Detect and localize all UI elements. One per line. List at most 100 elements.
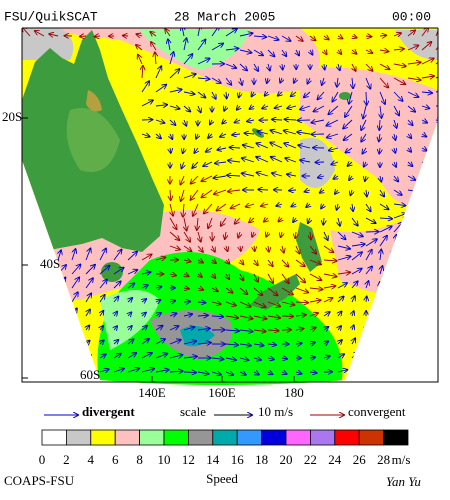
wind-arrow xyxy=(267,287,278,295)
wind-arrow xyxy=(287,174,297,176)
wind-arrow xyxy=(196,134,198,139)
wind-arrow xyxy=(198,28,200,37)
colorbar-label: 22 xyxy=(304,452,317,467)
wind-arrow xyxy=(407,62,421,64)
wind-arrow xyxy=(254,273,258,282)
wind-arrow xyxy=(407,209,418,219)
wind-arrow xyxy=(268,63,270,71)
wind-arrow xyxy=(407,78,421,80)
wind-arrow xyxy=(291,92,297,96)
wind-arrow xyxy=(183,105,190,112)
wind-arrow xyxy=(405,284,408,288)
wind-arrow xyxy=(344,133,353,140)
wind-arrow xyxy=(285,158,297,163)
wind-arrow xyxy=(85,293,91,303)
wind-arrow xyxy=(43,372,49,373)
lat-label: 60S xyxy=(80,367,100,382)
wind-arrow xyxy=(240,77,242,85)
wind-arrow xyxy=(421,188,434,190)
wind-arrow xyxy=(253,49,263,55)
wind-arrow xyxy=(191,189,199,200)
wind-arrow xyxy=(239,344,251,346)
wind-arrow xyxy=(57,324,64,331)
color-swatch xyxy=(309,429,336,446)
wind-arrow xyxy=(169,371,183,372)
wind-arrow xyxy=(225,63,236,68)
wind-arrow xyxy=(136,45,143,51)
wind-arrow xyxy=(239,372,246,375)
wind-arrow xyxy=(215,162,227,163)
wind-arrow xyxy=(252,92,255,96)
wind-arrow xyxy=(379,362,388,373)
wind-arrow xyxy=(85,248,91,261)
lat-label: 20S xyxy=(2,109,22,124)
wind-arrow xyxy=(58,250,61,261)
wind-arrow xyxy=(239,330,253,332)
wind-arrow xyxy=(352,77,353,88)
wind-arrow xyxy=(433,346,437,359)
wind-arrow xyxy=(407,360,412,373)
wind-arrow xyxy=(57,308,64,317)
wind-arrow xyxy=(393,64,406,66)
wind-arrow xyxy=(226,91,227,98)
wind-arrow xyxy=(211,44,223,51)
wind-arrow xyxy=(281,302,294,305)
wind-arrow xyxy=(197,40,206,51)
wind-arrow xyxy=(85,278,93,289)
wind-arrow xyxy=(86,310,90,317)
wind-arrow xyxy=(214,176,227,178)
wind-arrow xyxy=(305,190,311,192)
wind-arrow xyxy=(228,190,241,192)
wind-arrow xyxy=(379,35,386,36)
wind-arrow xyxy=(72,356,77,358)
wind-arrow xyxy=(281,259,289,267)
wind-arrow xyxy=(99,249,106,261)
wind-arrow xyxy=(43,341,51,344)
wind-arrow xyxy=(197,315,208,316)
wind-arrow xyxy=(309,357,315,358)
wind-arrow xyxy=(296,49,299,56)
wind-arrow xyxy=(295,287,308,293)
wind-arrow xyxy=(408,162,413,166)
wind-arrow xyxy=(183,341,196,344)
color-swatch xyxy=(261,429,287,446)
wind-arrow xyxy=(169,326,179,330)
wind-arrow xyxy=(432,241,437,247)
wind-arrow xyxy=(331,162,339,165)
wind-arrow xyxy=(228,160,241,162)
wind-arrow xyxy=(379,203,389,209)
wind-arrow xyxy=(352,338,355,345)
wind-arrow xyxy=(212,274,215,278)
wind-arrow xyxy=(393,189,402,195)
wind-arrow xyxy=(282,245,284,253)
wind-arrow xyxy=(151,42,157,51)
wind-arrow xyxy=(181,189,184,201)
wind-arrow xyxy=(253,344,264,346)
wind-arrow xyxy=(267,273,273,283)
wind-arrow xyxy=(380,250,381,261)
wind-arrow xyxy=(138,55,143,65)
wind-arrow xyxy=(434,223,436,233)
wind-arrow xyxy=(407,105,415,112)
organization: COAPS-FSU xyxy=(4,473,75,488)
wind-arrow xyxy=(338,326,341,330)
wind-arrow xyxy=(419,346,422,359)
wind-arrow xyxy=(281,35,291,41)
wind-arrow xyxy=(337,231,346,239)
product: FSU/QuikSCAT xyxy=(4,9,98,24)
wind-arrow xyxy=(170,147,171,153)
wind-arrow xyxy=(141,339,149,345)
wind-arrow xyxy=(337,370,347,372)
wind-arrow xyxy=(380,347,383,359)
wind-arrow xyxy=(407,91,418,97)
wind-arrow xyxy=(392,298,395,302)
wind-arrow xyxy=(366,189,367,196)
wind-arrow xyxy=(421,207,428,219)
wind-arrow xyxy=(393,77,405,84)
lon-label: 140E xyxy=(138,385,166,400)
wind-arrow xyxy=(324,36,329,40)
wind-arrow xyxy=(380,175,381,182)
wind-arrow xyxy=(393,214,406,219)
wind-arrow xyxy=(418,238,422,247)
wind-arrow xyxy=(421,162,429,165)
